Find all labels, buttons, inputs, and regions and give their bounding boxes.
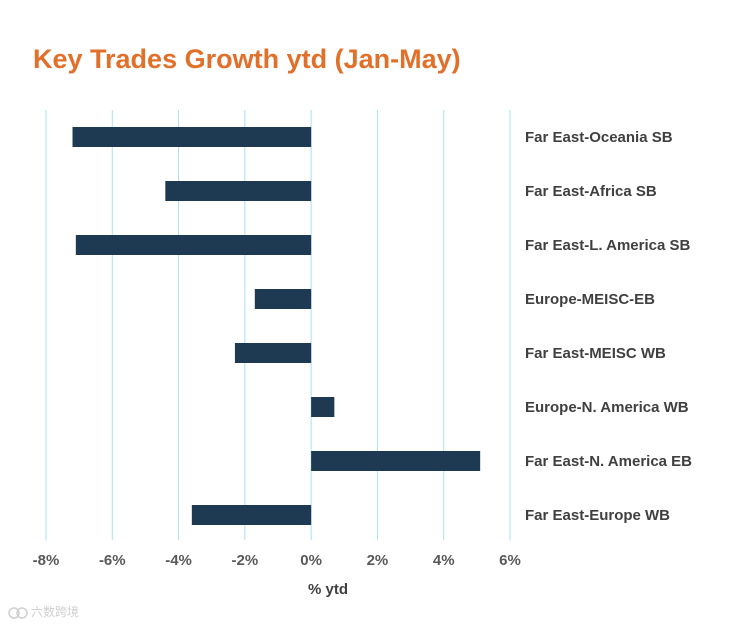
bar — [254, 289, 312, 309]
category-label: Far East-L. America SB — [525, 237, 691, 254]
watermark: 六数跨境 — [8, 603, 79, 620]
bar — [311, 397, 335, 417]
x-tick-label: 0% — [300, 552, 322, 569]
bar — [75, 235, 312, 255]
bar — [191, 505, 312, 525]
gridlines — [45, 110, 511, 540]
category-labels: Far East-Oceania SB Far East-Africa SB Far… — [525, 129, 692, 524]
bar — [72, 127, 312, 147]
x-tick-label: -8% — [33, 552, 60, 569]
bar — [165, 181, 312, 201]
x-tick-label: 4% — [433, 552, 455, 569]
x-tick-label: -2% — [232, 552, 259, 569]
category-label: Far East-Oceania SB — [525, 129, 673, 146]
chart-title: Key Trades Growth ytd (Jan-May) — [33, 44, 461, 74]
category-label: Europe-N. America WB — [525, 399, 689, 416]
category-label: Far East-Europe WB — [525, 507, 670, 524]
category-label: Far East-Africa SB — [525, 183, 657, 200]
category-label: Europe-MEISC-EB — [525, 291, 655, 308]
x-axis-title: % ytd — [308, 581, 348, 598]
bar — [311, 451, 481, 471]
x-tick-label: -6% — [99, 552, 126, 569]
category-label: Far East-MEISC WB — [525, 345, 666, 362]
category-label: Far East-N. America EB — [525, 453, 692, 470]
bars — [72, 127, 481, 525]
x-tick-label: 6% — [499, 552, 521, 569]
bar — [234, 343, 312, 363]
x-tick-label: 2% — [367, 552, 389, 569]
x-tick-labels: -8% -6% -4% -2% 0% 2% 4% 6% — [33, 552, 521, 569]
x-tick-label: -4% — [165, 552, 192, 569]
watermark-text: 六数跨境 — [31, 605, 80, 619]
watermark-logo-icon — [8, 607, 28, 619]
